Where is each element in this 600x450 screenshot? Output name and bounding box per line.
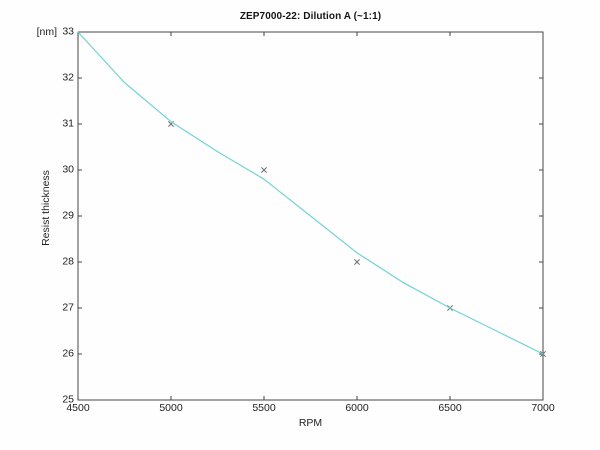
- x-tick-label: 5000: [159, 402, 183, 414]
- chart-title: ZEP7000-22: Dilution A (~1:1): [239, 11, 382, 22]
- fit-curve: [77, 31, 544, 355]
- x-tick-label: 6000: [345, 402, 369, 414]
- y-tick-label: 31: [62, 117, 74, 130]
- data-point-marker: [261, 167, 267, 173]
- x-tick-label: 7000: [531, 402, 555, 414]
- y-tick-label: 26: [62, 347, 74, 360]
- y-tick-label: 32: [62, 71, 74, 84]
- x-axis-label: RPM: [298, 417, 323, 429]
- x-tick-label: 4500: [66, 402, 90, 414]
- y-tick-label: 25: [62, 393, 74, 406]
- x-tick-label: 5500: [252, 402, 276, 414]
- y-tick-label: 27: [62, 301, 74, 314]
- y-tick-label: 28: [62, 255, 74, 268]
- x-tick-label: 6500: [438, 402, 462, 414]
- y-tick-label: 29: [62, 209, 74, 222]
- data-point-marker: [354, 259, 360, 265]
- y-tick-label: 30: [62, 163, 74, 176]
- y-tick-label: 33: [62, 25, 74, 38]
- y-axis-unit-label: [nm]: [36, 26, 57, 38]
